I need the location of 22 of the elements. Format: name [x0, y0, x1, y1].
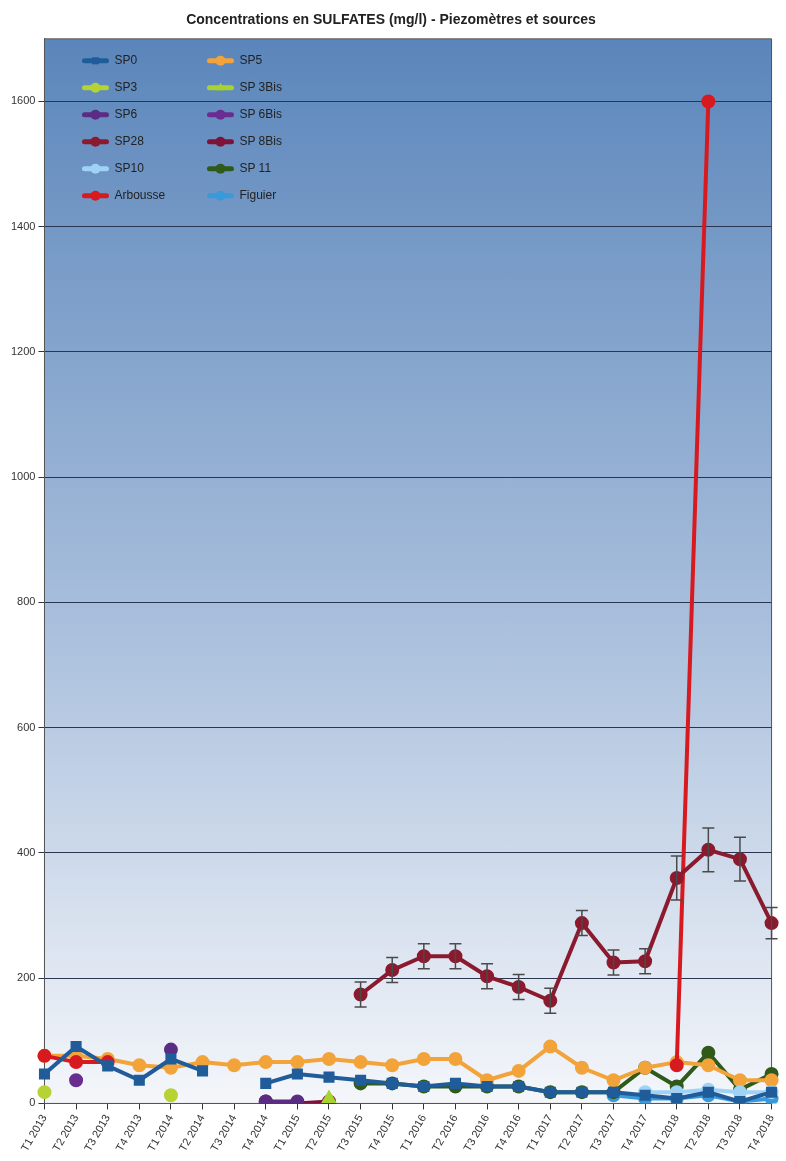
y-tick-label: 200 — [17, 971, 36, 984]
legend-label: SP 3Bis — [239, 80, 282, 95]
legend-label: SP0 — [114, 53, 138, 68]
legend-label: Arbousse — [114, 188, 166, 203]
y-tick-label: 1400 — [10, 219, 36, 232]
y-tick-label: 1000 — [10, 470, 36, 483]
legend-label: SP 6Bis — [239, 107, 282, 122]
chart-title: Concentrations en SULFATES (mg/l) - Piezomètres et sources — [186, 11, 597, 28]
legend-label: SP10 — [114, 161, 145, 176]
legend-label: SP5 — [239, 53, 263, 68]
legend-label: SP 8Bis — [239, 134, 282, 149]
legend-label: SP 11 — [239, 161, 272, 176]
legend-label: Figuier — [239, 188, 277, 203]
legend-label: SP28 — [114, 134, 145, 149]
y-tick-label: 1200 — [10, 344, 36, 357]
y-tick-label: 400 — [17, 845, 36, 858]
legend-label: SP6 — [114, 107, 138, 122]
y-tick-label: 600 — [17, 720, 36, 733]
y-tick-label: 0 — [29, 1096, 36, 1109]
legend-label: SP3 — [114, 80, 138, 95]
y-tick-label: 1600 — [10, 94, 36, 107]
y-tick-label: 800 — [17, 595, 36, 608]
